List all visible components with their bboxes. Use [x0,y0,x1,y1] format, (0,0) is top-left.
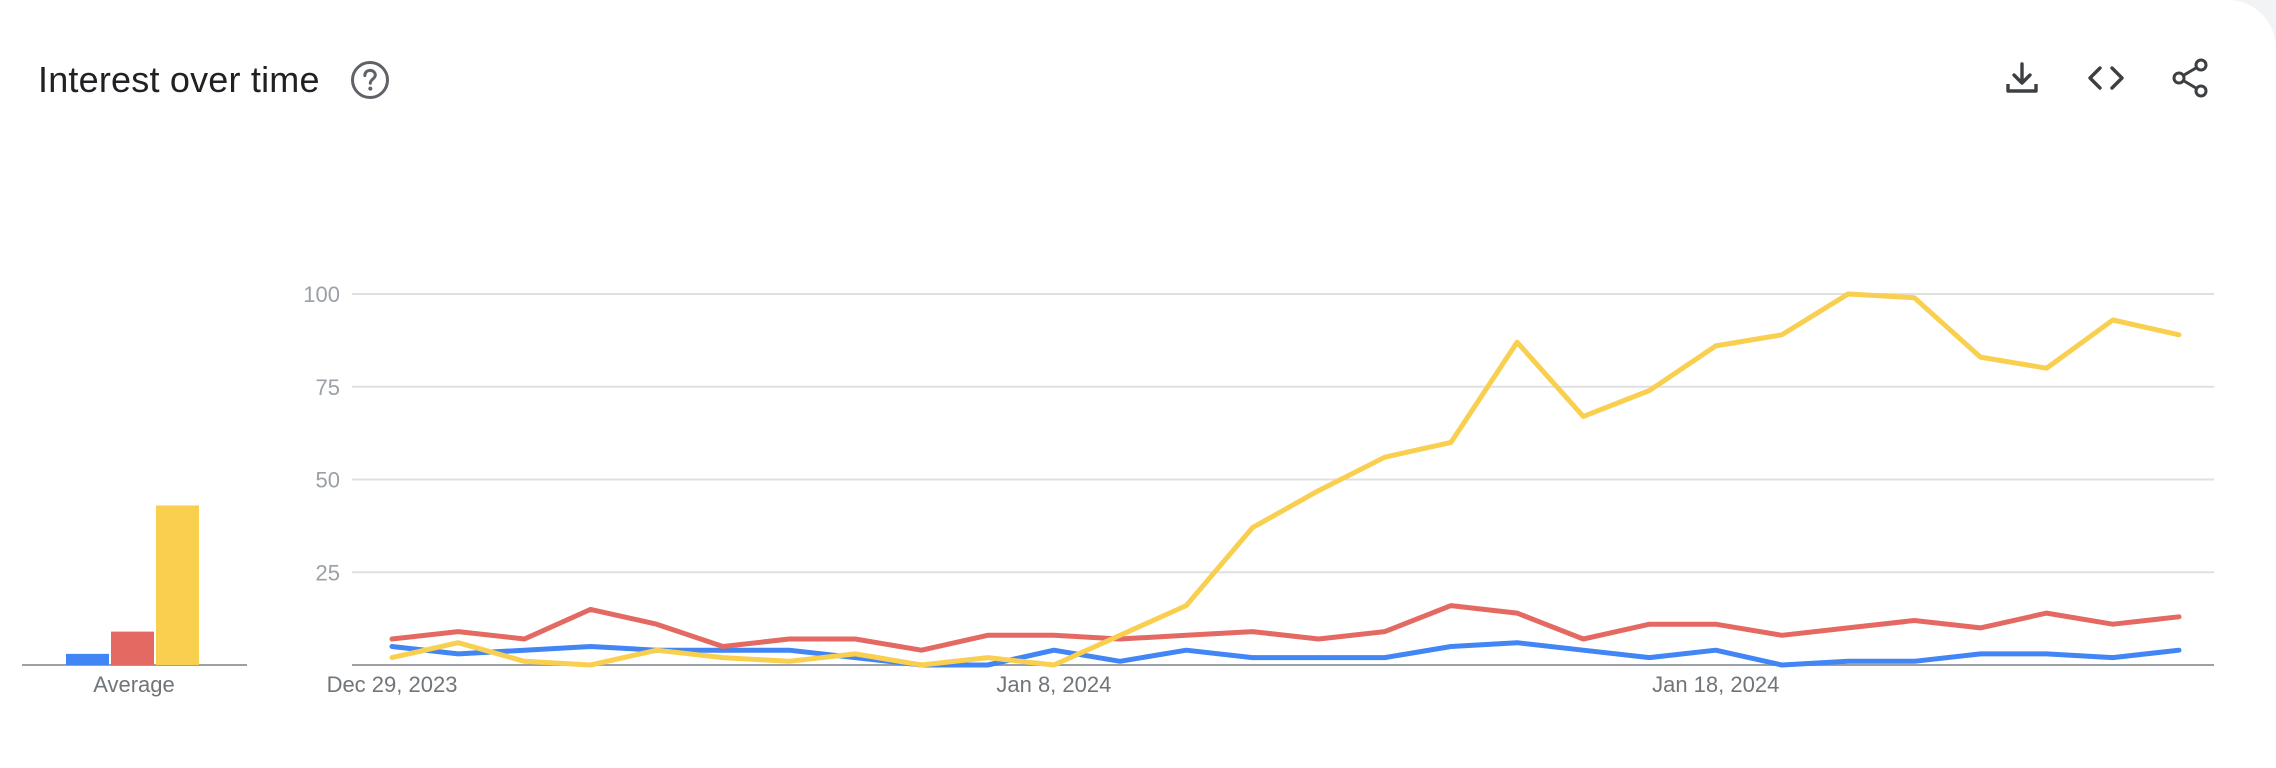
x-tick-label: Jan 8, 2024 [996,672,1111,697]
chart-actions [2000,56,2212,100]
y-tick-label: 75 [316,375,340,400]
series-line-0 [389,640,2182,668]
y-tick-label: 25 [316,560,340,585]
embed-code-icon[interactable] [2084,56,2128,100]
help-circle-icon[interactable] [350,60,390,100]
y-tick-label: 50 [316,468,340,493]
average-bar-chart: Average [22,505,247,697]
x-tick-label: Jan 18, 2024 [1652,672,1779,697]
share-icon[interactable] [2168,56,2212,100]
card-header: Interest over time [38,52,390,108]
average-bar-0 [66,653,109,665]
series-line-1 [389,603,2182,653]
average-label: Average [93,672,175,697]
download-icon[interactable] [2000,56,2044,100]
average-bar-1 [111,631,154,665]
card-title: Interest over time [38,59,320,100]
x-tick-label: Dec 29, 2023 [327,672,458,697]
series-line-2 [389,291,2182,668]
average-bar-2 [156,505,199,665]
y-tick-label: 100 [303,282,340,307]
